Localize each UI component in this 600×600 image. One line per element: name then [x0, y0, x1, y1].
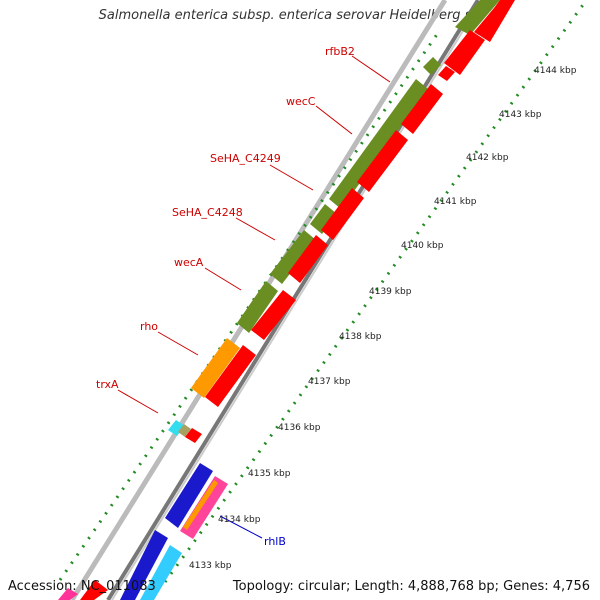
tick-label: 4139 kbp	[369, 287, 412, 297]
topology-text: Topology: circular; Length: 4,888,768 bp…	[232, 579, 590, 594]
tick-label: 4133 kbp	[189, 561, 232, 571]
gene-rho	[191, 338, 240, 398]
reverse-strand-genes	[80, 0, 515, 600]
gene-red-7	[288, 235, 328, 283]
tick-label: 4136 kbp	[278, 423, 321, 433]
gene-red-8	[251, 290, 296, 340]
gene-red-5	[357, 130, 408, 192]
forward-strand-genes	[168, 0, 500, 437]
gene-label: trxA	[96, 378, 119, 391]
accession-text: Accession: NC_011083	[8, 579, 156, 594]
gene-red-2	[444, 30, 485, 75]
gene-red-6	[321, 188, 364, 240]
gene-label: rhlB	[264, 535, 286, 548]
gene-red-10	[185, 428, 202, 443]
gene-blue-2	[120, 530, 168, 600]
lower-cluster-genes	[58, 463, 228, 600]
gene-red-11	[80, 580, 108, 600]
gene-label: rfbB2	[325, 45, 355, 58]
tick-label: 4144 kbp	[534, 66, 577, 76]
tick-label: 4138 kbp	[339, 332, 382, 342]
tick-label: 4134 kbp	[218, 515, 261, 525]
tick-label: 4140 kbp	[401, 241, 444, 251]
gene-blue-1	[165, 463, 213, 528]
gene-cyan-1	[140, 545, 182, 600]
gene-pink-2	[58, 588, 78, 600]
gc-skew-dots-outer	[58, 29, 442, 581]
gene-red-9	[205, 345, 256, 407]
tick-label: 4143 kbp	[499, 110, 542, 120]
gene-pink-rhlB	[180, 476, 228, 539]
gene-labels: rfbB2 wecC SeHA_C4249 SeHA_C4248 wecA rh…	[96, 45, 355, 548]
gene-label: rho	[140, 320, 158, 333]
tick-label: 4135 kbp	[248, 469, 291, 479]
gene-wecA	[237, 281, 278, 333]
gene-red-1	[438, 66, 455, 81]
gene-red-3	[474, 0, 515, 42]
gene-label: SeHA_C4248	[172, 206, 243, 219]
tick-label: 4142 kbp	[466, 153, 509, 163]
gene-label: SeHA_C4249	[210, 152, 281, 165]
gene-SeHA_C4249	[310, 204, 337, 234]
gene-red-4	[401, 84, 443, 134]
tick-labels: 4133 kbp 4134 kbp 4135 kbp 4136 kbp 4137…	[189, 66, 577, 571]
gene-rfbB2	[423, 57, 441, 75]
tick-label: 4137 kbp	[308, 377, 351, 387]
gene-orange-rhlB	[183, 480, 218, 530]
gene-top-green	[455, 0, 500, 35]
gene-label-leaders	[117, 55, 391, 539]
gene-SeHA_C4248	[270, 230, 316, 284]
map-title: Salmonella enterica subsp. enterica sero…	[98, 8, 502, 23]
gene-label: wecC	[286, 95, 316, 108]
gene-wecC	[329, 79, 428, 209]
tick-label: 4141 kbp	[434, 197, 477, 207]
gene-trxA	[168, 420, 185, 436]
gene-label: wecA	[174, 256, 204, 269]
gene-trxA-neighbor	[178, 424, 191, 437]
